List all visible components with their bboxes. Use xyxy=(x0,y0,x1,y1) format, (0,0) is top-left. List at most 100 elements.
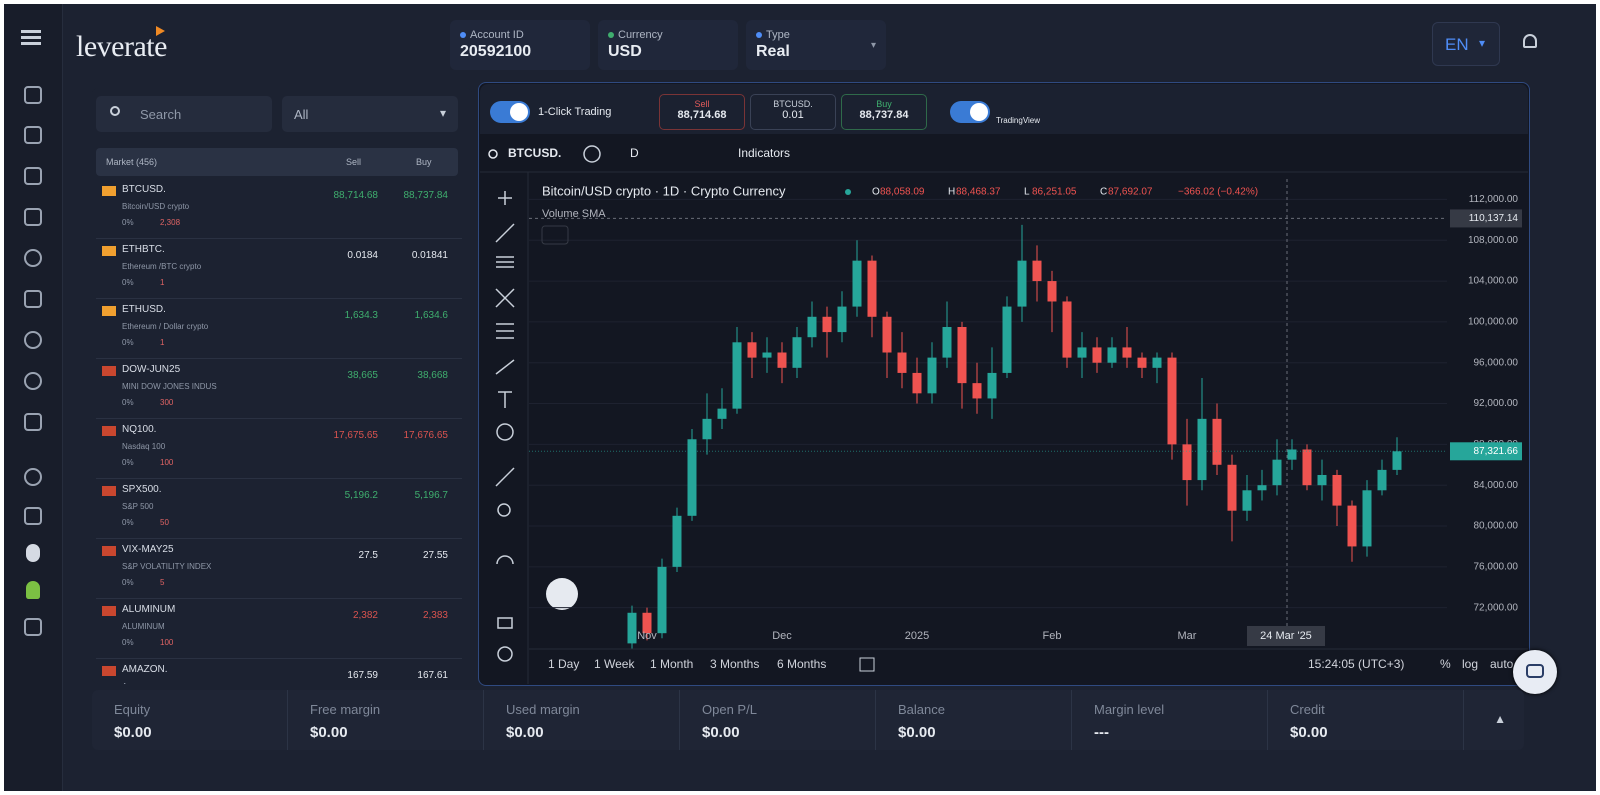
market-row[interactable]: ETHUSD.Ethereum / Dollar crypto0%11,634.… xyxy=(96,298,462,359)
text-tool[interactable] xyxy=(498,392,512,408)
help-icon[interactable] xyxy=(24,290,42,308)
menu-button[interactable] xyxy=(21,30,41,33)
candle-body xyxy=(1123,347,1132,357)
fib-tool[interactable] xyxy=(496,257,514,267)
candle-body xyxy=(1063,301,1072,357)
candle-body xyxy=(823,317,832,332)
scale-option[interactable]: % xyxy=(1440,657,1451,671)
market-description: Ethereum /BTC crypto xyxy=(122,262,201,271)
lock-tool[interactable] xyxy=(498,618,512,628)
search-placeholder: Search xyxy=(140,107,181,122)
provider-label: TradingView xyxy=(996,116,1040,125)
dropdown-arrow: ▾ xyxy=(871,40,876,51)
market-volume: 1 xyxy=(160,338,164,347)
buy-price: 17,676.65 xyxy=(378,430,448,441)
icon-tool[interactable] xyxy=(497,424,513,440)
scale-option[interactable]: log xyxy=(1462,657,1478,671)
portfolio-icon[interactable] xyxy=(24,126,42,144)
wallet-icon[interactable] xyxy=(24,167,42,185)
type-box[interactable]: Type Real ▾ xyxy=(746,20,886,70)
market-change: 0% xyxy=(122,398,134,407)
pattern-tool[interactable] xyxy=(496,289,514,307)
logout-icon[interactable] xyxy=(24,618,42,636)
candle-body xyxy=(928,358,937,394)
range-button[interactable]: 1 Day xyxy=(548,657,579,671)
sell-button[interactable]: Sell 88,714.68 xyxy=(659,94,745,130)
market-row[interactable]: SPX500.S&P 5000%505,196.25,196.7 xyxy=(96,478,462,539)
brush-tool[interactable] xyxy=(496,360,514,374)
collapse-button[interactable]: ▲ xyxy=(1494,712,1506,726)
one-click-toggle[interactable]: 1-Click Trading xyxy=(484,94,652,130)
language-selector[interactable]: EN ▾ xyxy=(1432,22,1500,66)
clock: 15:24:05 (UTC+3) xyxy=(1308,657,1404,671)
market-row[interactable]: VIX-MAY25S&P VOLATILITY INDEX0%527.527.5… xyxy=(96,538,462,599)
range-button[interactable]: 6 Months xyxy=(777,657,826,671)
sell-price: 27.5 xyxy=(308,550,378,561)
go-to-date-button xyxy=(860,658,874,671)
news-icon[interactable] xyxy=(24,208,42,226)
market-description: Nasdaq 100 xyxy=(122,442,165,451)
market-row[interactable]: NQ100.Nasdaq 1000%10017,675.6517,676.65 xyxy=(96,418,462,479)
crosshair-tool[interactable] xyxy=(498,191,512,205)
chart: BTCUSD. D Indicators 72,000.0076,000.008… xyxy=(480,134,1528,684)
ohlc-label: C xyxy=(1100,187,1107,198)
tradingview-toggle[interactable]: TradingView xyxy=(946,94,1066,130)
home-icon[interactable] xyxy=(24,86,42,104)
market-row[interactable]: AMAZON.Amazon0%1167.59167.61 xyxy=(96,658,462,684)
currency-box: Currency USD xyxy=(598,20,738,70)
summary-value: $0.00 xyxy=(114,724,152,741)
magnet-tool[interactable] xyxy=(497,556,513,564)
column-header: Buy xyxy=(416,157,432,167)
x-tick-label: Nov xyxy=(637,630,657,642)
candle-body xyxy=(703,419,712,439)
buy-label: Buy xyxy=(842,99,926,109)
candle-body xyxy=(1003,307,1012,373)
upload-icon[interactable] xyxy=(24,413,42,431)
range-button[interactable]: 1 Week xyxy=(594,657,635,671)
summary-item: Used margin$0.00 xyxy=(484,690,680,750)
market-row[interactable]: ALUMINUMALUMINUM0%1002,3822,383 xyxy=(96,598,462,659)
prediction-tool[interactable] xyxy=(496,324,514,338)
market-row[interactable]: ETHBTC.Ethereum /BTC crypto0%10.01840.01… xyxy=(96,238,462,299)
toolbar-interval[interactable]: D xyxy=(630,146,639,160)
candle-body xyxy=(898,353,907,373)
toolbar-indicators[interactable]: Indicators xyxy=(738,146,790,160)
sell-price: 2,382 xyxy=(308,610,378,621)
chat-button[interactable] xyxy=(1513,650,1557,694)
market-row[interactable]: BTCUSD.Bitcoin/USD crypto0%2,30888,714.6… xyxy=(96,178,462,239)
account-icon[interactable] xyxy=(24,249,42,267)
buy-price: 2,383 xyxy=(378,610,448,621)
candle-body xyxy=(838,307,847,333)
candle-body xyxy=(958,327,967,383)
candle-body xyxy=(1078,347,1087,357)
visibility-tool[interactable] xyxy=(498,647,512,661)
candle-body xyxy=(973,383,982,398)
quantity-selector[interactable]: BTCUSD. 0.01 xyxy=(750,94,836,130)
scale-option[interactable]: auto xyxy=(1490,657,1514,671)
flag-icon xyxy=(102,486,116,496)
settings-icon[interactable] xyxy=(24,331,42,349)
summary-item: Margin level--- xyxy=(1072,690,1268,750)
measure-tool[interactable] xyxy=(496,468,514,486)
range-button[interactable]: 1 Month xyxy=(650,657,693,671)
guide-icon[interactable] xyxy=(24,507,42,525)
candle-body xyxy=(718,409,727,419)
apple-icon[interactable] xyxy=(26,544,40,562)
notifications-button[interactable] xyxy=(1523,34,1537,48)
filter-dropdown[interactable]: All ▾ xyxy=(282,96,458,132)
range-button[interactable]: 3 Months xyxy=(710,657,759,671)
theme-icon[interactable] xyxy=(24,468,42,486)
zoom-tool[interactable] xyxy=(498,504,510,516)
market-row[interactable]: DOW-JUN25MINI DOW JONES INDUS0%30038,665… xyxy=(96,358,462,419)
trade-quantity: 0.01 xyxy=(751,109,835,121)
ideas-icon[interactable] xyxy=(24,372,42,390)
buy-button[interactable]: Buy 88,737.84 xyxy=(841,94,927,130)
language: EN xyxy=(1445,35,1469,55)
market-symbol: BTCUSD. xyxy=(122,184,166,195)
toolbar-symbol[interactable]: BTCUSD. xyxy=(508,146,561,160)
trendline-tool[interactable] xyxy=(496,224,514,242)
search-box[interactable]: Search xyxy=(96,96,272,132)
buy-price: 0.01841 xyxy=(378,250,448,261)
sidebar xyxy=(4,4,63,791)
android-icon[interactable] xyxy=(26,581,40,599)
